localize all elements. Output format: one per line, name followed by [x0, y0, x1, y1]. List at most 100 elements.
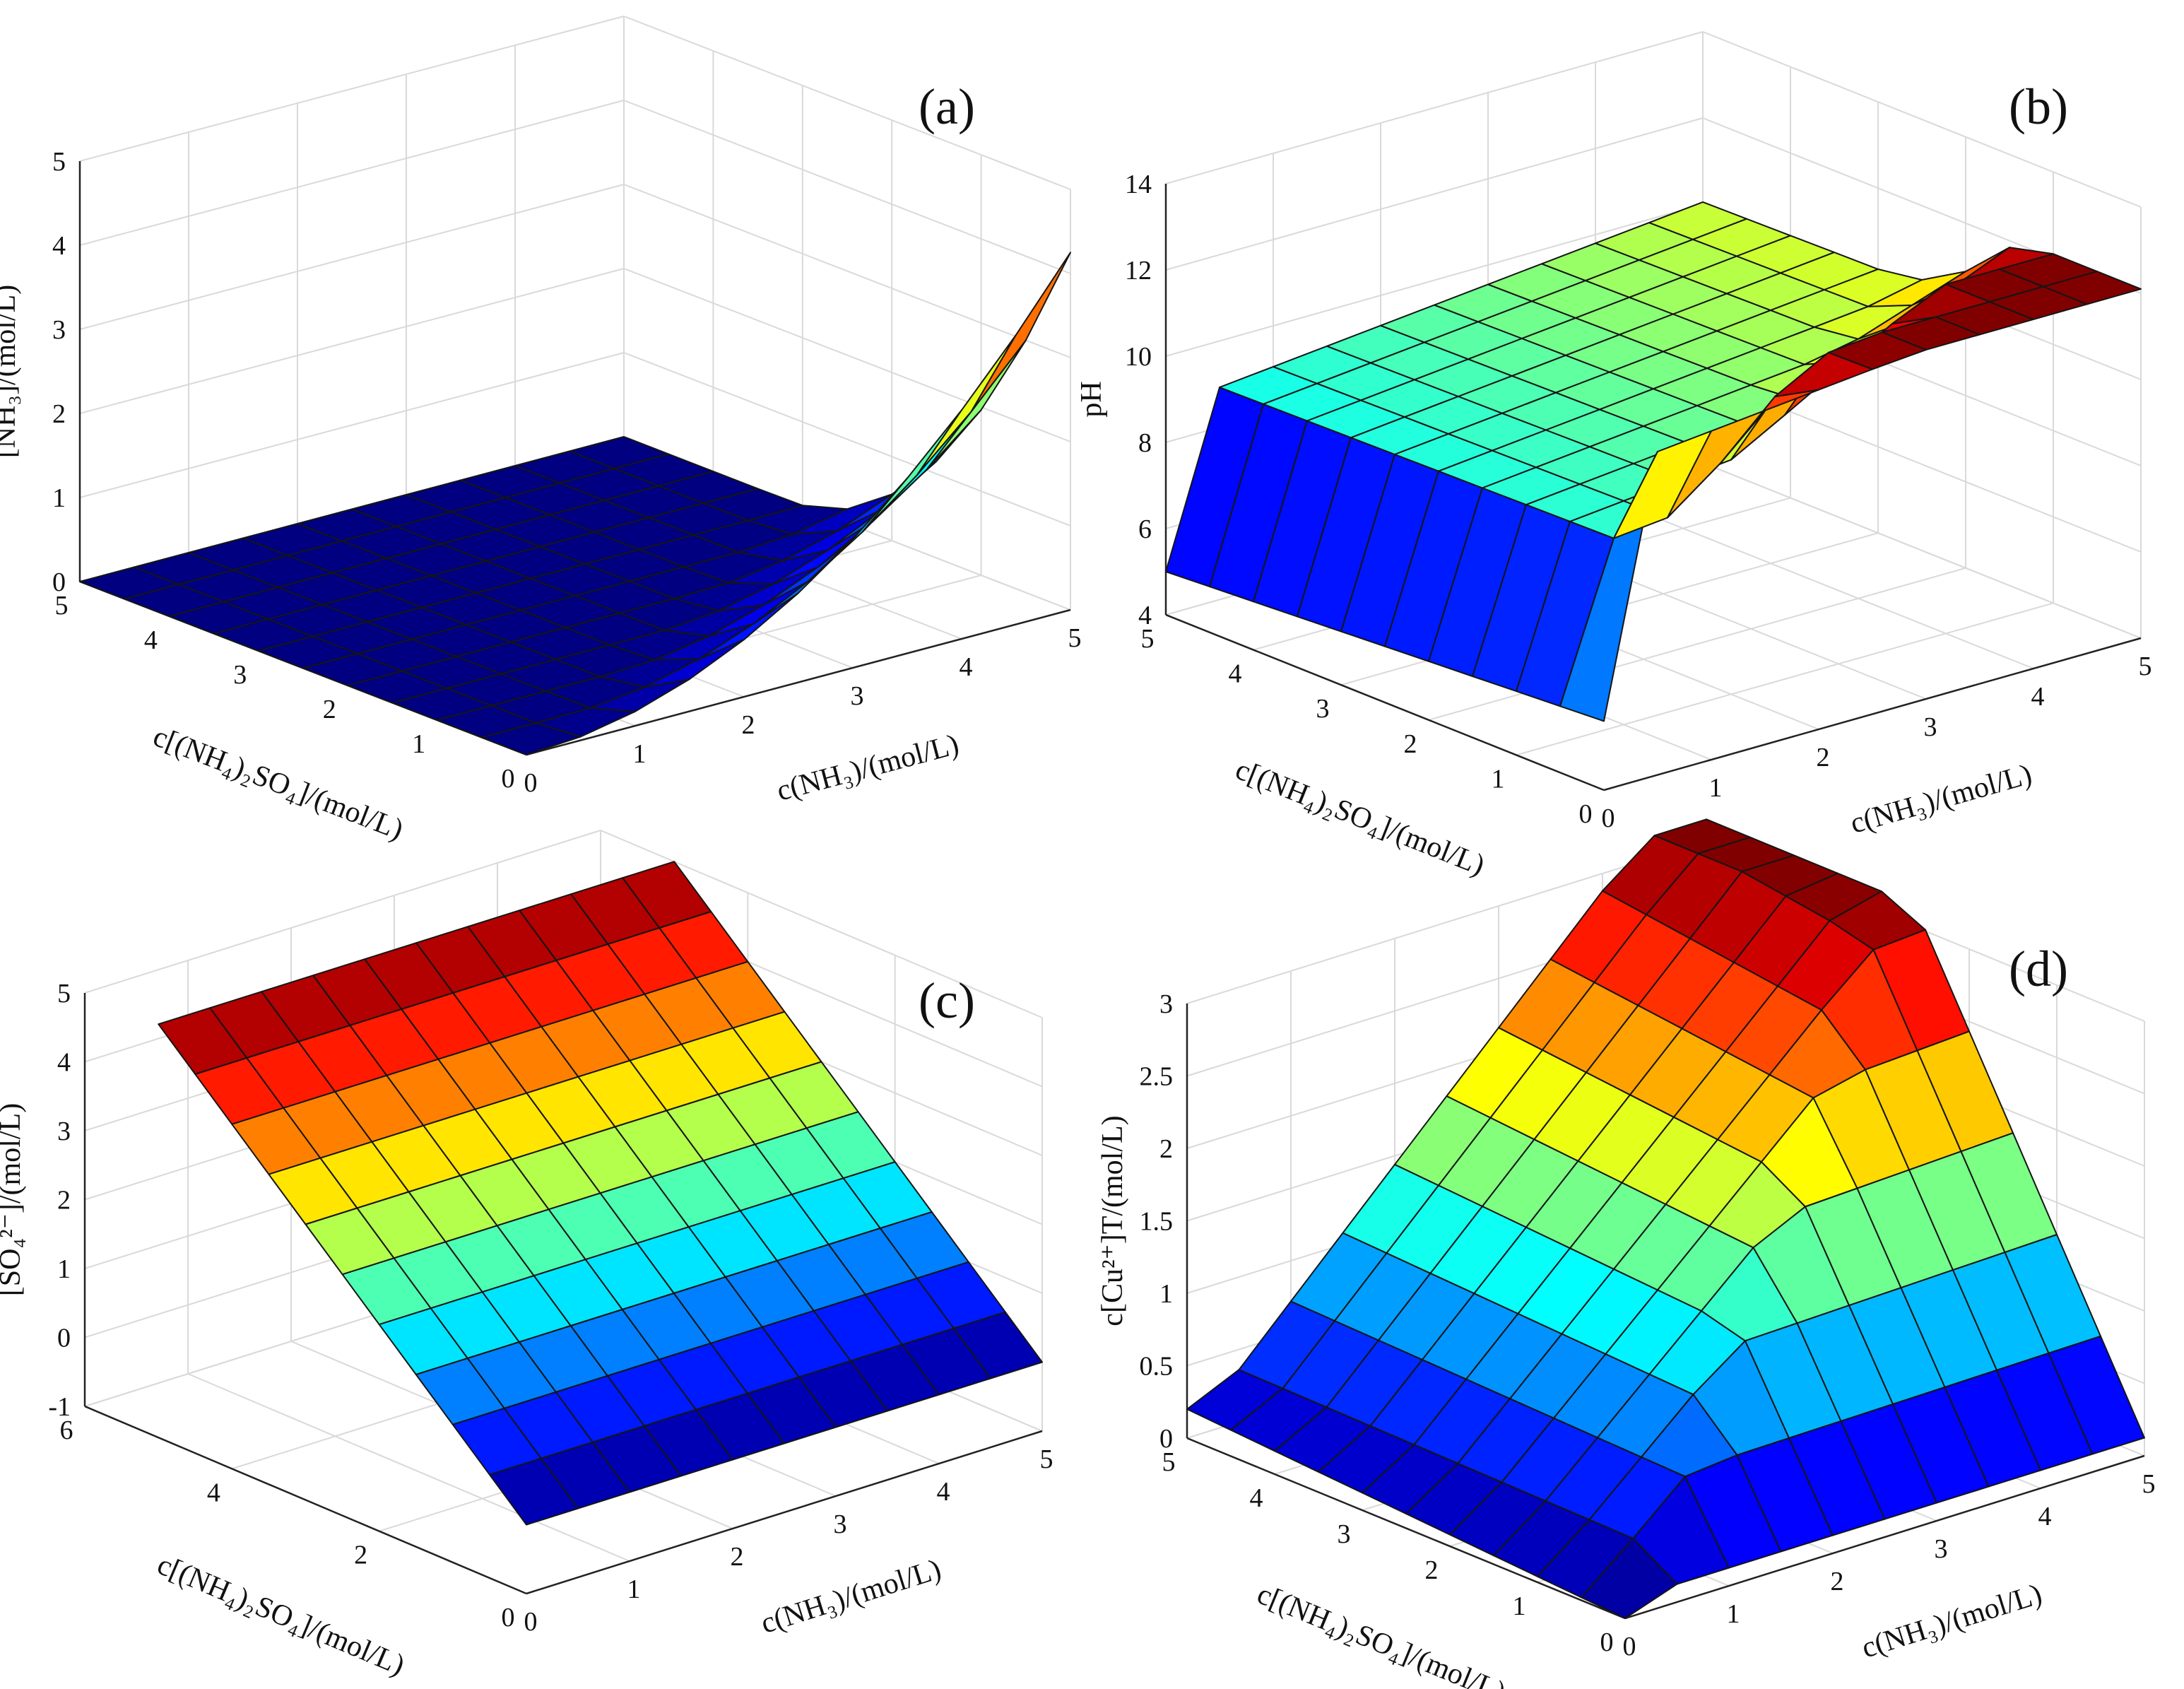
z-axis-title: [SO₄²⁻]/(mol/L): [0, 1103, 27, 1296]
z-tick-label: 1: [1159, 1279, 1173, 1309]
y-axis-line: [84, 1405, 527, 1595]
grid-line: [623, 352, 1071, 526]
x-axis-line: [526, 608, 1071, 756]
z-tick-label: 8: [1138, 428, 1152, 458]
z-tick-label: 3: [52, 315, 66, 345]
y-tick-label: 4: [144, 625, 158, 655]
panel-label: (c): [919, 972, 975, 1029]
grid-line: [84, 830, 601, 994]
y-axis-title: c[(NH₄)₂SO₄]/(mol/L): [148, 720, 407, 847]
y-tick-label: 2: [1404, 729, 1417, 759]
axis-lines: [83, 993, 1043, 1595]
z-tick-label: 6: [1138, 514, 1152, 544]
z-tick-label: 10: [1125, 342, 1152, 372]
x-tick-label: 0: [1602, 804, 1615, 833]
x-tick-label: 5: [2139, 652, 2152, 681]
x-tick-label: 0: [524, 1607, 538, 1637]
grid-line: [79, 16, 625, 162]
x-tick-label: 4: [937, 1477, 950, 1507]
z-tick-label: 5: [57, 979, 71, 1008]
grid-line: [1702, 462, 2142, 639]
panel-1: 012345012345012345c(NH₃)/(mol/L)c[(NH₄)₂…: [0, 16, 1082, 847]
surface-cell: [970, 252, 1071, 413]
y-tick-label: 0: [1579, 799, 1593, 829]
y-tick-label: 3: [233, 660, 247, 690]
z-tick-label: 3: [1159, 989, 1173, 1019]
y-tick-label: 0: [1600, 1628, 1614, 1657]
x-axis-line: [526, 1430, 1043, 1595]
y-axis-title: c[(NH₄)₂SO₄]/(mol/L): [1231, 753, 1489, 882]
z-axis-title: [NH₃]/(mol/L): [0, 285, 22, 459]
y-axis-line: [1186, 1437, 1626, 1620]
y-tick-label: 4: [1250, 1483, 1263, 1513]
panel-label: (b): [2009, 78, 2068, 135]
y-tick-label: 4: [207, 1478, 220, 1507]
z-tick-label: 1.5: [1140, 1207, 1174, 1237]
grid-line: [1516, 602, 2054, 756]
grid-line: [1165, 204, 1704, 357]
x-tick-label: 1: [633, 739, 647, 769]
surface: [1165, 201, 2142, 722]
y-tick-label: 5: [1141, 624, 1155, 654]
x-tick-label: 5: [1040, 1444, 1053, 1474]
y-tick-label: 0: [502, 1603, 515, 1632]
y-axis-line: [1165, 613, 1605, 791]
y-tick-label: 2: [1425, 1555, 1439, 1585]
y-tick-label: 2: [323, 695, 336, 724]
x-axis-title: c(NH₃)/(mol/L): [1858, 1578, 2046, 1665]
z-tick-label: 14: [1125, 170, 1152, 199]
grid-line: [1702, 31, 2142, 208]
z-axis-title: c[Cu²⁺]T/(mol/L): [1097, 1115, 1129, 1326]
x-tick-label: 3: [1924, 712, 1937, 742]
y-tick-label: 2: [354, 1541, 367, 1570]
surface-cell: [861, 409, 962, 533]
grid-line: [623, 268, 1071, 442]
panel-4: 01234501234500.511.522.53c(NH₃)/(mol/L)c…: [1097, 818, 2156, 1689]
z-tick-label: 2: [52, 399, 66, 429]
x-tick-label: 1: [627, 1575, 641, 1604]
panel-3: 0 1 2 3 4 5 0 2 4 6-1 0 1 2 3 4 5 c(NH₃)/(mol/L) c[(NH₄)₂…: [0, 830, 1053, 1682]
z-tick-label: 2.5: [1140, 1062, 1174, 1092]
x-tick-label: 2: [742, 710, 755, 740]
x-axis-title: c(NH₃)/(mol/L): [757, 1553, 945, 1640]
grid-line: [79, 352, 625, 498]
x-tick-label: 2: [1817, 743, 1830, 772]
grid-line: [79, 268, 625, 414]
z-tick-label: 0: [1159, 1424, 1173, 1454]
z-tick-label: 0: [52, 567, 66, 597]
z-tick-label: 3: [57, 1117, 71, 1146]
y-tick-label: 4: [1229, 659, 1242, 689]
y-tick-label: 5: [1162, 1447, 1176, 1477]
z-axis-title: pH: [1075, 381, 1108, 417]
grid-line: [79, 100, 625, 246]
y-tick-label: 3: [1338, 1519, 1351, 1549]
tick-labels: 0 1 2 3 4 5 0 2 4 6-1 0 1 2 3 4 5: [48, 979, 1053, 1637]
surface-cell: [2048, 1335, 2145, 1455]
y-tick-label: 1: [1513, 1591, 1526, 1621]
x-tick-label: 4: [2038, 1502, 2052, 1531]
x-tick-label: 5: [2142, 1469, 2156, 1499]
x-axis-title: c(NH₃)/(mol/L): [774, 728, 962, 807]
surface-cell: [2043, 271, 2142, 305]
z-tick-label: 4: [57, 1048, 71, 1078]
grid-line: [1595, 493, 2034, 669]
z-tick-label: 5: [52, 147, 66, 177]
grid-line: [623, 184, 1071, 358]
grid-line: [79, 184, 625, 330]
grid-line: [1186, 840, 1707, 1004]
x-tick-label: 3: [851, 681, 864, 711]
surface: [79, 252, 1071, 755]
x-tick-label: 1: [1727, 1599, 1740, 1629]
surface-cell: [952, 1311, 1043, 1379]
surface: [158, 861, 1043, 1526]
axis-lines: [1186, 1004, 2145, 1620]
x-axis-title: c(NH₃)/(mol/L): [1847, 758, 2036, 840]
x-axis-line: [1603, 637, 2142, 791]
y-tick-label: 1: [412, 729, 425, 759]
surface-cell: [916, 334, 1017, 476]
x-axis-line: [1624, 1454, 2145, 1620]
